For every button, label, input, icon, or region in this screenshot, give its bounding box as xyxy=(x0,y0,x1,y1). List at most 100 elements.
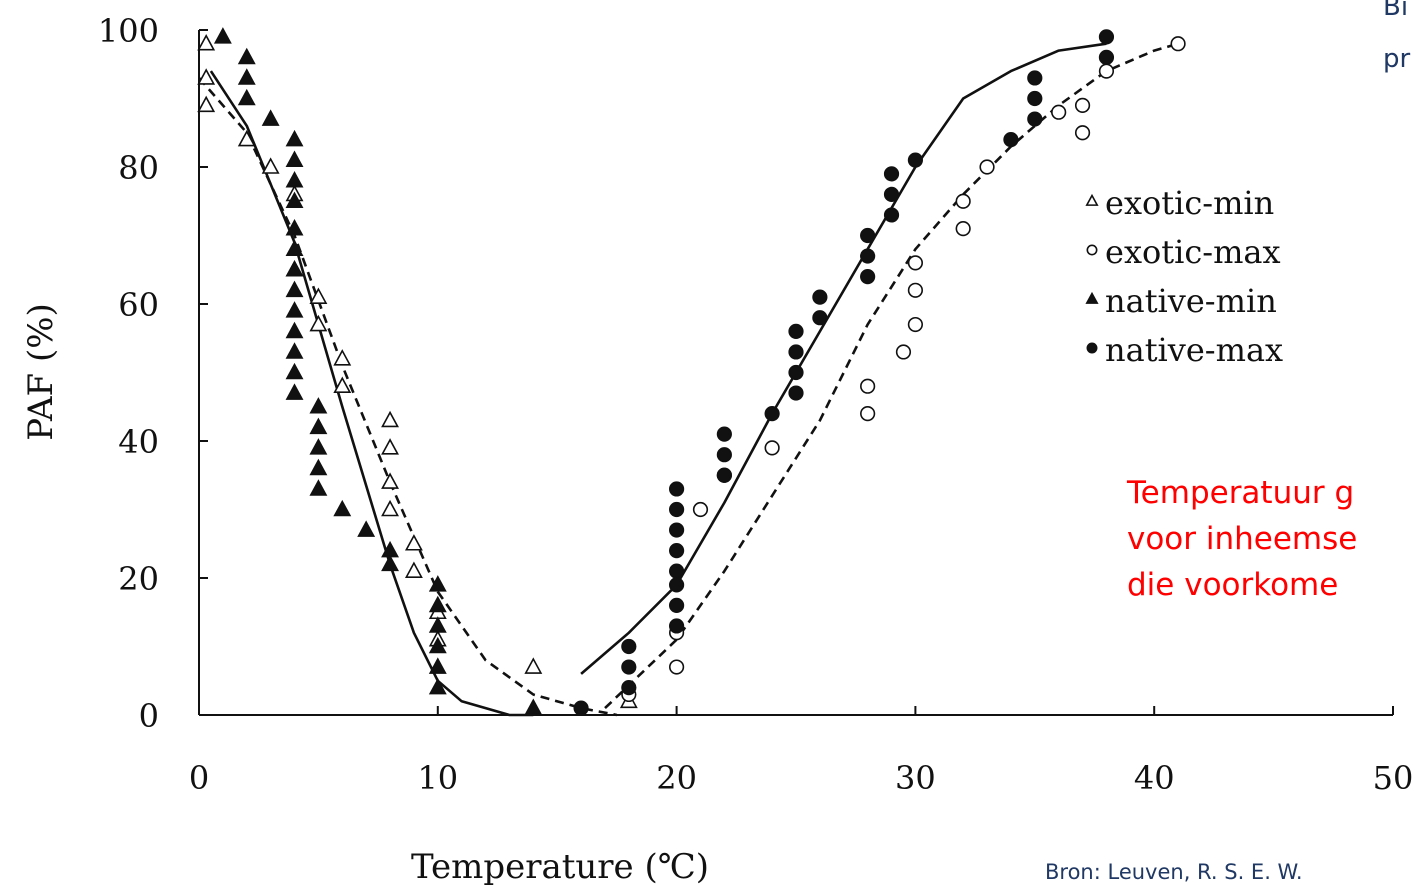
legend-label: exotic-max xyxy=(1105,233,1281,271)
point-native-min xyxy=(428,595,447,613)
point-exotic-max xyxy=(668,659,685,675)
fit-curve-exotic-max xyxy=(604,42,1179,710)
point-exotic-min xyxy=(404,534,423,551)
point-exotic-max xyxy=(955,193,971,209)
point-exotic-max xyxy=(1098,63,1115,79)
point-native-min xyxy=(309,458,328,476)
point-native-max xyxy=(668,618,685,634)
point-native-min xyxy=(381,554,399,572)
point-exotic-min xyxy=(404,561,423,578)
point-exotic-min xyxy=(333,376,352,394)
point-exotic-max xyxy=(1074,97,1091,113)
point-native-max xyxy=(668,597,685,614)
point-native-min xyxy=(309,438,328,455)
point-native-min xyxy=(309,397,328,414)
red-note-line-1: Temperatuur g xyxy=(1127,475,1355,511)
top-right-text-line-1: Bi xyxy=(1383,0,1409,22)
point-exotic-min xyxy=(197,68,216,85)
point-exotic-min xyxy=(381,499,399,517)
point-native-min xyxy=(285,191,304,209)
point-native-max xyxy=(1098,49,1115,66)
y-tick-label: 100 xyxy=(98,12,159,50)
point-exotic-min xyxy=(197,95,216,113)
y-tick-label: 0 xyxy=(139,697,159,735)
legend-marker-exotic-min xyxy=(1085,193,1099,206)
x-tick-label: 0 xyxy=(189,759,209,797)
point-native-min xyxy=(285,301,304,318)
fit-curve-native-min xyxy=(209,70,534,717)
point-native-min xyxy=(285,383,304,400)
point-native-min xyxy=(428,575,447,592)
red-note-line-3: die voorkome xyxy=(1127,567,1339,603)
x-tick-label: 50 xyxy=(1373,759,1414,797)
point-exotic-min xyxy=(381,472,399,489)
legend-label: native-min xyxy=(1105,282,1277,320)
point-native-max xyxy=(668,577,685,593)
x-tick-label: 20 xyxy=(656,759,697,797)
red-note-line-2: voor inheemse xyxy=(1127,521,1358,557)
x-tick-label: 10 xyxy=(417,759,458,797)
point-native-min xyxy=(428,636,447,654)
point-native-max xyxy=(788,385,804,401)
point-exotic-max xyxy=(895,344,912,360)
point-native-max xyxy=(1098,29,1115,45)
point-native-max xyxy=(883,207,900,223)
legend-label: exotic-min xyxy=(1105,184,1274,222)
point-native-min xyxy=(309,417,328,435)
point-exotic-max xyxy=(979,159,995,175)
fit-curves xyxy=(198,42,1179,717)
point-native-max xyxy=(668,501,685,518)
point-exotic-min xyxy=(237,129,256,147)
point-native-min xyxy=(261,109,280,126)
point-native-max xyxy=(668,563,685,579)
point-exotic-min xyxy=(333,349,352,366)
point-native-max xyxy=(883,186,900,202)
data-points xyxy=(197,27,1186,716)
point-native-max xyxy=(1027,90,1043,107)
point-native-max xyxy=(788,344,804,360)
point-exotic-max xyxy=(907,282,924,298)
point-native-min xyxy=(285,280,304,298)
point-exotic-min xyxy=(261,157,280,174)
point-native-min xyxy=(285,218,304,236)
point-native-max xyxy=(1027,111,1043,127)
legend-marker-native-max xyxy=(1086,342,1098,354)
point-native-max xyxy=(621,638,637,655)
point-native-min xyxy=(357,520,376,537)
point-native-max xyxy=(812,310,828,326)
point-native-min xyxy=(237,47,256,65)
tick-labels: 0 10 20 30 40 50 0 20 40 60 80 100 xyxy=(98,12,1413,797)
y-tick-label: 60 xyxy=(118,286,159,324)
point-native-max xyxy=(716,426,732,442)
point-native-min xyxy=(285,362,304,380)
point-native-max xyxy=(860,269,876,285)
point-exotic-min xyxy=(524,657,543,674)
point-native-max xyxy=(668,542,685,559)
legend-label: native-max xyxy=(1105,331,1283,369)
point-native-max xyxy=(788,323,804,340)
point-exotic-max xyxy=(1051,104,1067,120)
point-native-max xyxy=(860,227,876,244)
point-exotic-min xyxy=(381,410,399,428)
point-exotic-max xyxy=(955,221,971,237)
point-native-max xyxy=(788,364,804,381)
point-native-max xyxy=(860,248,876,264)
point-native-min xyxy=(428,616,447,633)
point-exotic-max xyxy=(860,406,876,422)
point-exotic-max xyxy=(907,255,924,271)
point-native-min xyxy=(285,321,304,339)
point-native-min xyxy=(237,68,256,85)
point-native-min xyxy=(285,239,304,256)
legend: exotic-min exotic-max native-min native-max xyxy=(1085,184,1283,369)
point-native-max xyxy=(621,659,637,675)
x-axis-label: Temperature (℃) xyxy=(411,847,709,887)
point-native-max xyxy=(668,481,685,497)
point-native-min xyxy=(285,150,304,167)
point-native-max xyxy=(621,679,637,696)
source-citation: Bron: Leuven, R. S. E. W. xyxy=(1045,860,1303,884)
y-tick-label: 40 xyxy=(118,423,159,461)
fit-curve-native-max xyxy=(580,42,1107,675)
y-tick-label: 80 xyxy=(118,149,159,187)
point-native-max xyxy=(573,700,589,716)
